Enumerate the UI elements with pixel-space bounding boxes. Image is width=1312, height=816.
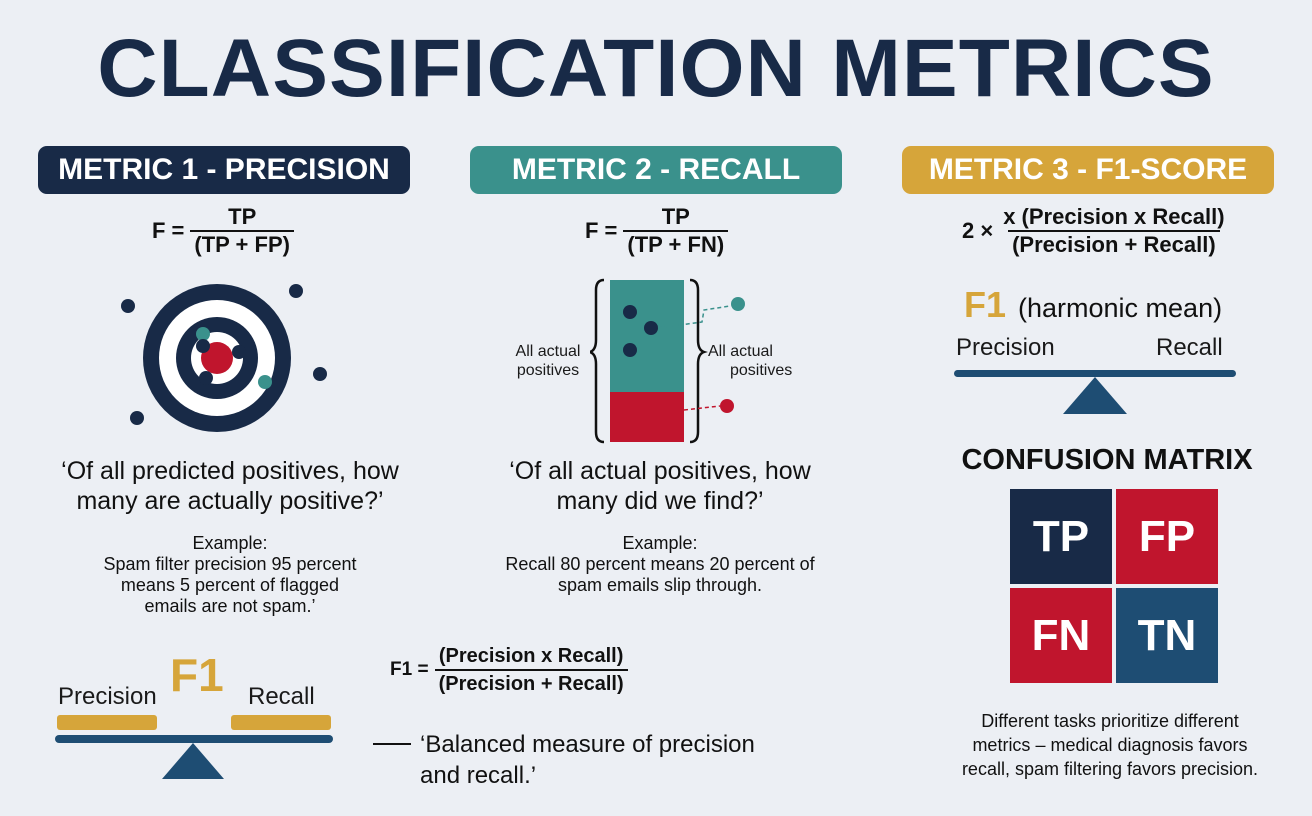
cell-tn: TN — [1116, 588, 1218, 683]
example-line: spam emails slip through. — [557, 575, 763, 595]
note-line: metrics – medical diagnosis favors — [972, 735, 1248, 755]
note-line: recall, spam filtering favors precision. — [961, 759, 1259, 779]
recall-bar-icon — [590, 278, 745, 444]
formula-lhs: 2 × — [962, 218, 994, 243]
formula-numerator: x (Precision x Recall) — [1003, 204, 1225, 229]
formula-denominator: (TP + FN) — [623, 230, 729, 258]
example-line: emails are not spam.’ — [144, 596, 316, 616]
cell-fn: FN — [1010, 588, 1112, 683]
formula-numerator: TP — [228, 204, 257, 229]
formula-lhs: F = — [585, 218, 618, 243]
confusion-matrix-title: CONFUSION MATRIX — [961, 444, 1253, 476]
balance-right-label: Recall — [1156, 334, 1223, 361]
formula-lhs: F1 = — [390, 659, 429, 680]
recall-formula: F = TP (TP + FN) — [585, 204, 729, 258]
precision-formula: F = TP (TP + FP) — [152, 204, 294, 258]
f1-description: (harmonic mean) — [1018, 293, 1223, 323]
formula-lhs: F = — [152, 218, 185, 243]
quote-line: many are actually positive?’ — [76, 487, 384, 515]
quote-line: many did we find?’ — [556, 487, 764, 515]
formula-denominator: (Precision + Recall) — [1008, 230, 1220, 258]
example-label: Example: — [192, 533, 268, 553]
f1-formula: 2 × x (Precision x Recall) (Precision + … — [962, 204, 1229, 258]
example-line: Recall 80 percent means 20 percent of — [505, 554, 815, 574]
formula-denominator: (TP + FP) — [190, 230, 294, 258]
example-line: means 5 percent of flagged — [120, 575, 340, 595]
quote-line: ‘Of all predicted positives, how — [61, 457, 399, 485]
recall-question: ‘Of all actual positives, how many did w… — [460, 456, 860, 516]
f1-balance-scale-icon — [55, 715, 333, 779]
f1-bottom-formula: F1 = (Precision x Recall) (Precision + R… — [390, 643, 628, 697]
quote-line: ‘Of all actual positives, how — [509, 457, 811, 485]
example-label: Example: — [622, 533, 698, 553]
f1-bottom-label: F1 — [170, 649, 224, 701]
precision-example: Example: Spam filter precision 95 percen… — [30, 533, 430, 617]
balance-left-label: Precision — [956, 334, 1055, 361]
note-line: Different tasks prioritize different — [981, 711, 1239, 731]
dash-divider — [373, 743, 411, 745]
label-line: positives — [516, 362, 580, 379]
formula-numerator: (Precision x Recall) — [438, 645, 624, 667]
metric3-header: METRIC 3 - F1-SCORE — [902, 146, 1274, 194]
f1-balanced-quote: ‘Balanced measure of precision and recal… — [420, 729, 755, 791]
label-line: positives — [730, 362, 793, 379]
confusion-matrix-grid: TP FP FN TN — [1010, 489, 1218, 683]
recall-label-left: All actual positives — [508, 342, 588, 380]
f1-harmonic-heading: F1 (harmonic mean) — [964, 284, 1222, 326]
bottom-balance-left-label: Precision — [58, 683, 157, 710]
quote-line: ‘Balanced measure of precision — [420, 731, 755, 758]
cell-tp: TP — [1010, 489, 1112, 584]
page-title: CLASSIFICATION METRICS — [97, 23, 1215, 114]
cell-fp: FP — [1116, 489, 1218, 584]
recall-example: Example: Recall 80 percent means 20 perc… — [460, 533, 860, 596]
precision-question: ‘Of all predicted positives, how many ar… — [30, 456, 430, 516]
f1-label: F1 — [964, 284, 1007, 325]
quote-line: and recall.’ — [420, 762, 537, 789]
metric-priority-note: Different tasks prioritize different met… — [930, 709, 1290, 781]
label-line: All actual — [515, 343, 581, 360]
formula-denominator: (Precision + Recall) — [434, 669, 628, 697]
recall-label-right: All actual positives — [708, 342, 798, 380]
bottom-balance-right-label: Recall — [248, 683, 315, 710]
formula-numerator: TP — [661, 204, 690, 229]
balance-scale-icon — [954, 370, 1236, 414]
target-icon — [121, 284, 327, 432]
label-line: All actual — [708, 343, 773, 360]
metric1-header: METRIC 1 - PRECISION — [38, 146, 410, 194]
example-line: Spam filter precision 95 percent — [103, 554, 357, 574]
metric2-header: METRIC 2 - RECALL — [470, 146, 842, 194]
